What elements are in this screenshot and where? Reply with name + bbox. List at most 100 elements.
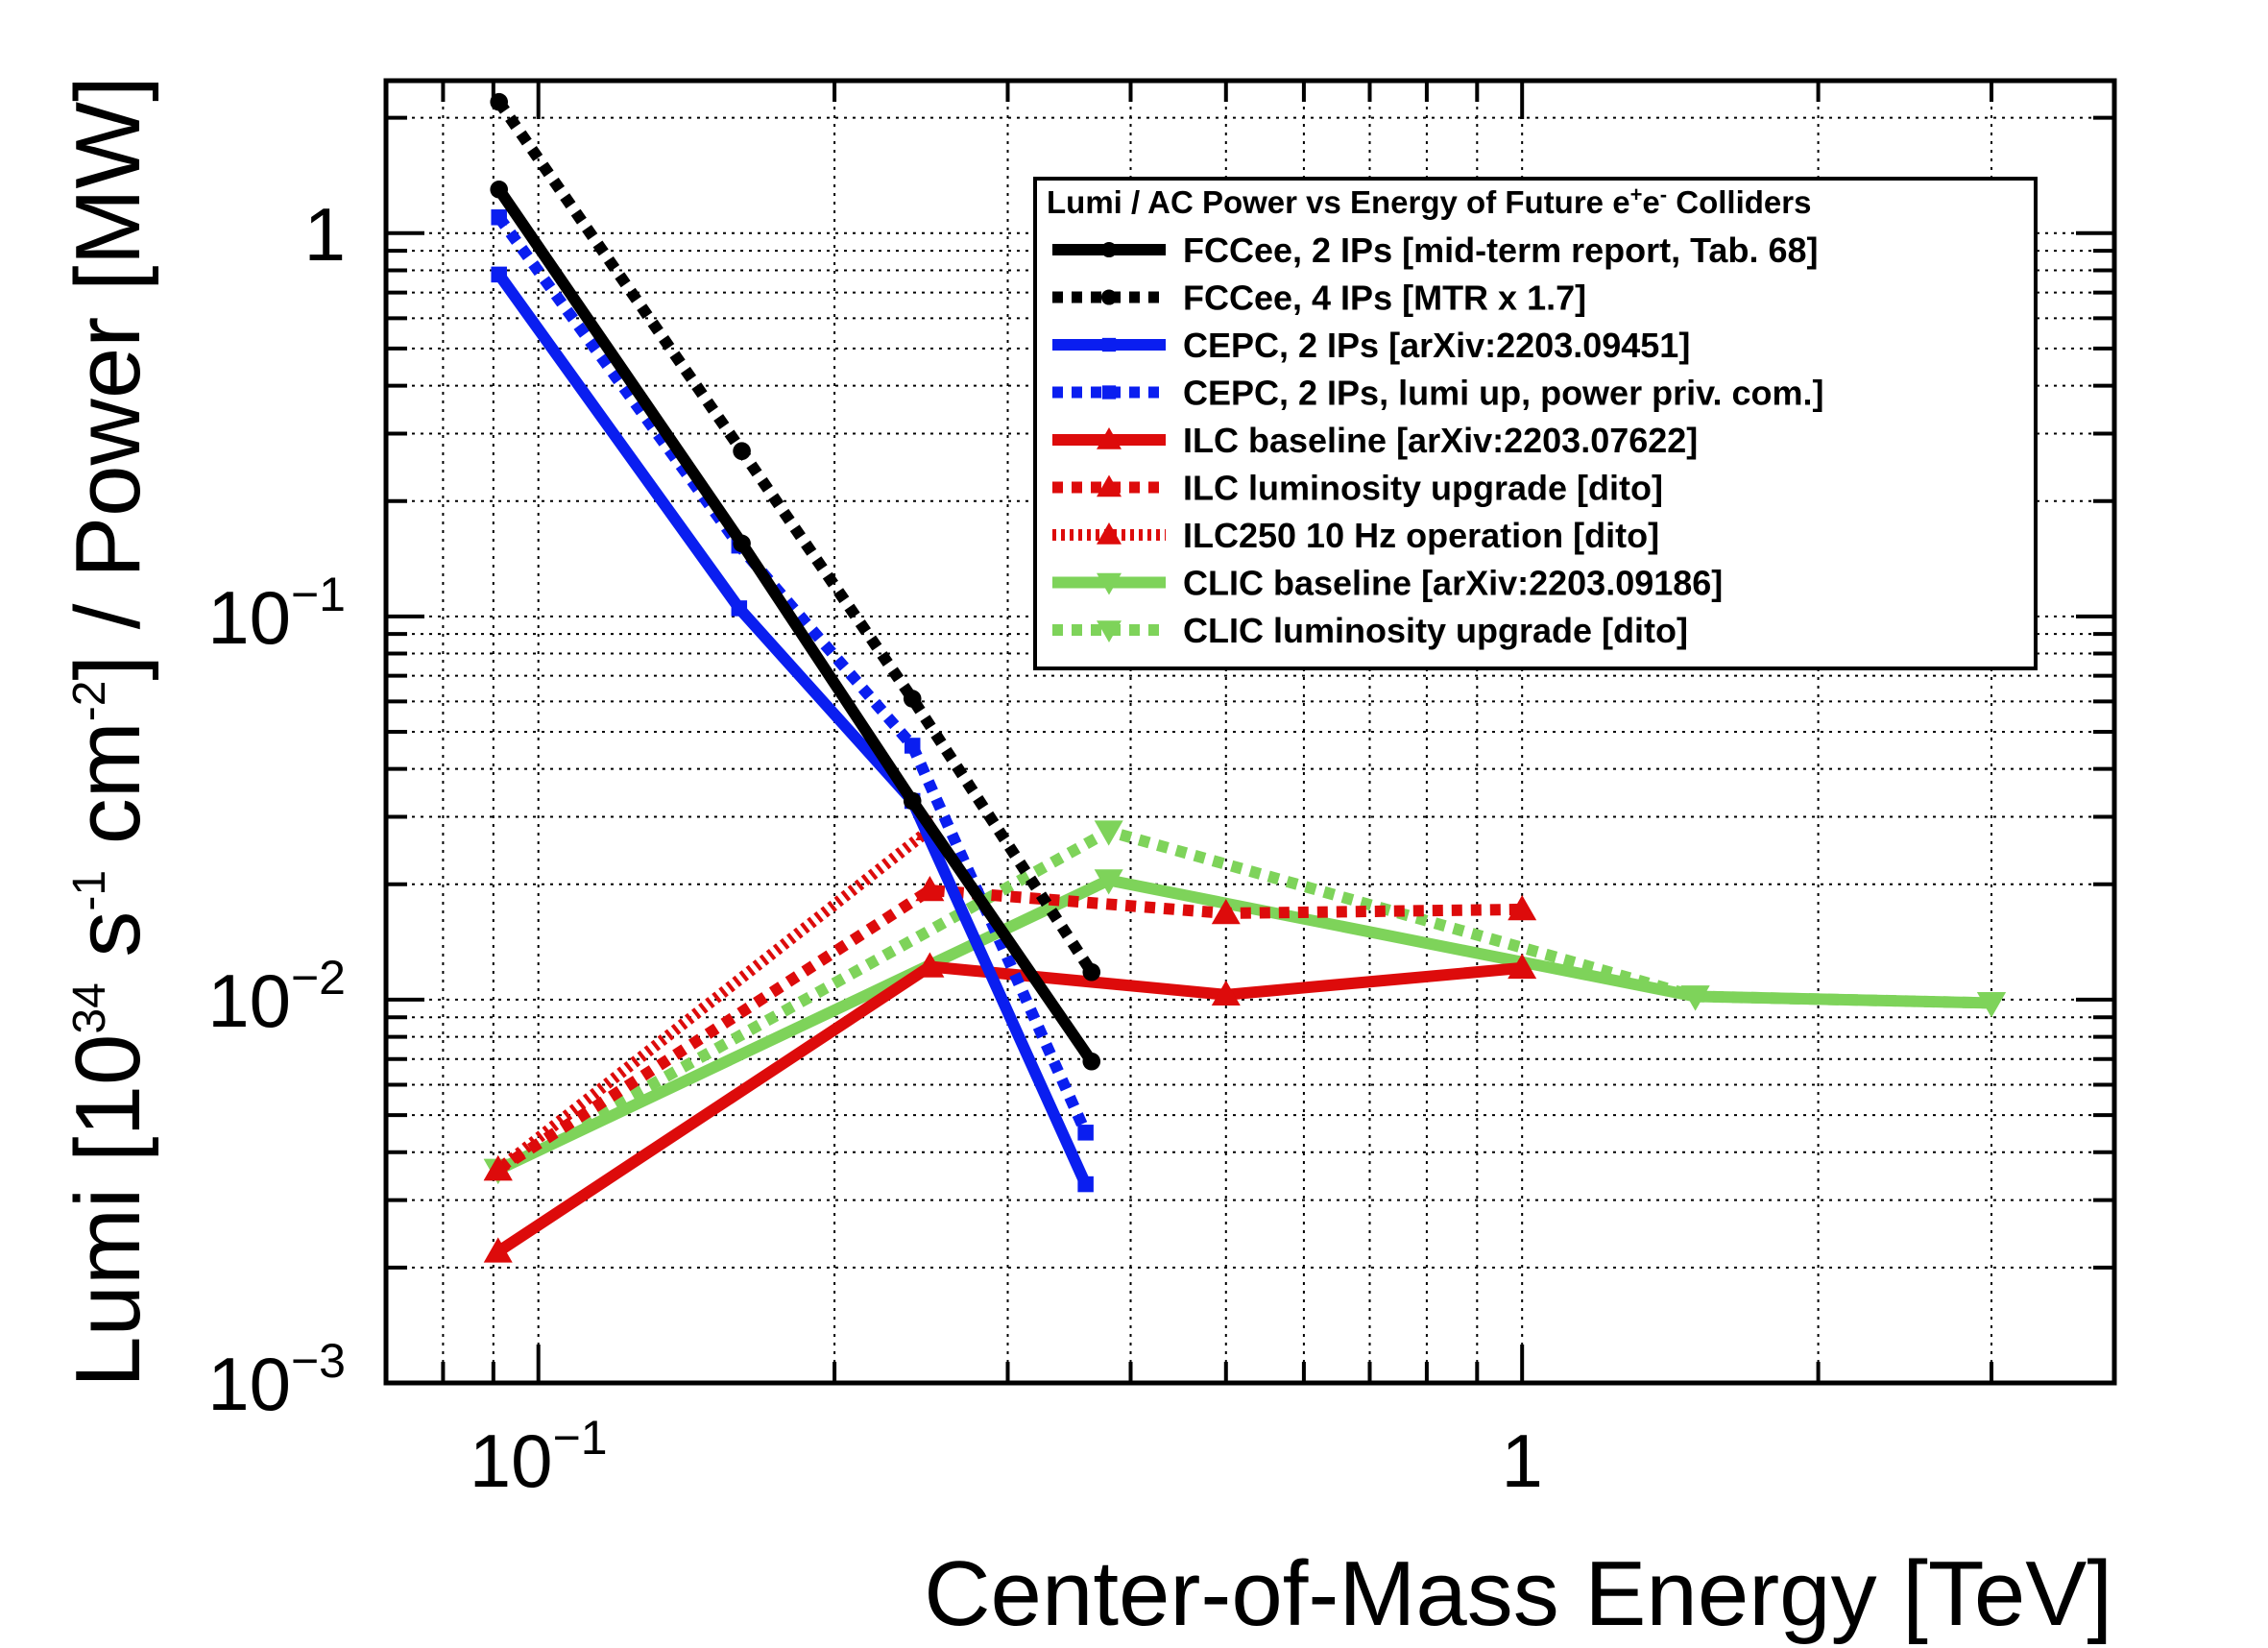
- legend-entry: CEPC, 2 IPs, lumi up, power priv. com.]: [1052, 374, 1823, 413]
- data-point: [1211, 899, 1241, 925]
- data-point: [1680, 985, 1710, 1011]
- x-tick-label: 1: [1501, 1418, 1542, 1503]
- series-line: [494, 98, 1097, 976]
- x-tick-label-exp: −1: [553, 1411, 608, 1465]
- legend-entry: FCCee, 4 IPs [MTR x 1.7]: [1052, 279, 1586, 318]
- legend-swatch-marker: [1100, 241, 1118, 258]
- y-tick-label-base: 1: [304, 192, 346, 277]
- data-point: [491, 266, 507, 283]
- y-axis-title-sup2: -1: [64, 870, 115, 911]
- legend-entry: FCCee, 2 IPs [mid-term report, Tab. 68]: [1052, 230, 1818, 270]
- y-tick-label: 10−1: [207, 568, 346, 660]
- legend-entry: CEPC, 2 IPs [arXiv:2203.09451]: [1052, 326, 1690, 365]
- y-axis-title-pre: Lumi [10: [57, 1034, 159, 1388]
- data-point: [1977, 992, 2007, 1018]
- legend-swatch-marker: [1101, 385, 1117, 400]
- y-tick-label-base: 10: [207, 1342, 291, 1426]
- legend-title: Lumi / AC Power vs Energy of Future e+e-…: [1047, 182, 1811, 220]
- data-point: [1082, 962, 1101, 982]
- series-line: [494, 185, 1097, 1065]
- legend-swatch-marker: [1097, 572, 1122, 595]
- y-tick-label-exp: −1: [291, 568, 346, 621]
- x-tick-label-base: 1: [1501, 1418, 1542, 1503]
- legend-box: [1033, 177, 2038, 670]
- series-1: [490, 92, 1101, 982]
- legend-label: ILC luminosity upgrade [dito]: [1183, 469, 1663, 508]
- legend-label: ILC250 10 Hz operation [dito]: [1183, 516, 1659, 555]
- legend-label: CLIC luminosity upgrade [dito]: [1183, 611, 1688, 650]
- legend-label: CEPC, 2 IPs, lumi up, power priv. com.]: [1183, 374, 1823, 413]
- data-point: [483, 1154, 513, 1181]
- y-tick-label-exp: −2: [291, 951, 346, 1005]
- frame-ticks: [384, 81, 2116, 1385]
- data-point: [483, 1237, 513, 1263]
- legend-entry: ILC baseline [arXiv:2203.07622]: [1052, 421, 1698, 460]
- x-tick-label: 10−1: [470, 1411, 608, 1503]
- legend-title-pre: Lumi / AC Power vs Energy of Future e: [1047, 184, 1630, 220]
- legend-swatch-marker: [1100, 289, 1118, 305]
- x-axis-title: Center-of-Mass Energy [TeV]: [924, 1542, 2112, 1645]
- y-tick-label-exp: −3: [291, 1334, 346, 1388]
- legend-title-sup2: -: [1660, 182, 1667, 206]
- y-axis-title-mid1: s: [57, 911, 159, 983]
- legend-title-mid: e: [1642, 184, 1659, 220]
- legend-swatch-marker: [1097, 620, 1122, 642]
- legend-entry: CLIC luminosity upgrade [dito]: [1052, 611, 1688, 650]
- legend-swatch-marker: [1101, 337, 1117, 352]
- data-point: [731, 600, 748, 617]
- series-line: [495, 885, 1523, 1175]
- legend-entry: ILC250 10 Hz operation [dito]: [1052, 516, 1659, 555]
- series-line: [495, 960, 1523, 1257]
- data-point: [733, 534, 751, 553]
- series-layer: [483, 92, 2007, 1263]
- data-point: [1082, 1052, 1101, 1071]
- data-point: [733, 442, 751, 461]
- series-line: [494, 824, 934, 1175]
- legend-label: FCCee, 2 IPs [mid-term report, Tab. 68]: [1183, 230, 1818, 270]
- legend-entry: ILC luminosity upgrade [dito]: [1052, 469, 1663, 508]
- data-point: [915, 875, 945, 902]
- y-tick-label: 10−3: [207, 1334, 346, 1426]
- legend-title-sup1: +: [1630, 182, 1643, 206]
- legend-entries: FCCee, 2 IPs [mid-term report, Tab. 68] F…: [1052, 230, 1823, 650]
- series-3: [491, 209, 1094, 1141]
- y-tick-label: 10−2: [207, 951, 346, 1043]
- legend: Lumi / AC Power vs Energy of Future e+e-…: [1033, 177, 2038, 670]
- data-point: [491, 209, 507, 226]
- tick-labels: 10−1 110−310−210−11: [207, 192, 1543, 1503]
- series-0: [490, 181, 1101, 1071]
- legend-swatch-marker: [1097, 427, 1122, 449]
- y-tick-label: 1: [304, 192, 346, 277]
- series-line: [494, 271, 1092, 1187]
- legend-swatch-marker: [1097, 522, 1122, 545]
- legend-title-post: Colliders: [1667, 184, 1811, 220]
- data-point: [1077, 1125, 1094, 1141]
- legend-label: CLIC baseline [arXiv:2203.09186]: [1183, 564, 1723, 603]
- data-point: [1508, 953, 1537, 980]
- data-point: [903, 690, 922, 708]
- legend-label: ILC baseline [arXiv:2203.07622]: [1183, 421, 1698, 460]
- series-4: [483, 952, 1537, 1263]
- legend-swatch-marker: [1097, 474, 1122, 497]
- legend-entry: CLIC baseline [arXiv:2203.09186]: [1052, 564, 1723, 603]
- data-point: [904, 738, 921, 754]
- y-tick-label-base: 10: [207, 958, 291, 1043]
- series-line: [495, 874, 1992, 1175]
- legend-label: CEPC, 2 IPs [arXiv:2203.09451]: [1183, 326, 1690, 365]
- data-point: [1508, 894, 1537, 921]
- data-point: [1094, 820, 1123, 846]
- x-tick-label-base: 10: [470, 1418, 553, 1503]
- data-point: [490, 181, 509, 199]
- data-point: [915, 952, 945, 978]
- legend-label: FCCee, 4 IPs [MTR x 1.7]: [1183, 279, 1586, 318]
- series-line: [494, 213, 1092, 1135]
- y-axis-title: Lumi [1034 s-1 cm-2] / Power [MW]: [57, 76, 159, 1388]
- y-tick-label-base: 10: [207, 575, 291, 660]
- y-axis-title-mid2: cm: [57, 721, 159, 870]
- data-point: [903, 791, 922, 811]
- y-axis-title-sup3: -2: [64, 681, 115, 722]
- data-point: [1094, 869, 1123, 895]
- data-point: [1077, 1175, 1094, 1193]
- data-point: [1211, 980, 1241, 1006]
